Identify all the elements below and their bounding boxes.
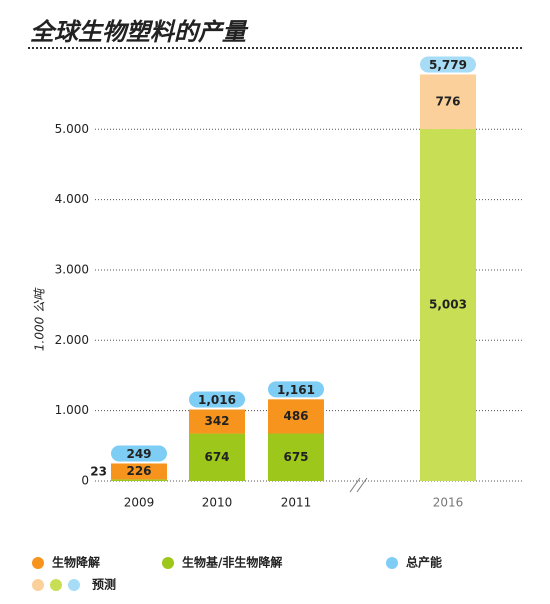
bar-segment <box>189 433 245 481</box>
x-tick-label: 2010 <box>202 496 233 510</box>
y-tick-label: 5.000 <box>55 122 89 136</box>
legend-swatch <box>50 579 62 591</box>
legend-swatch <box>68 579 80 591</box>
legend-label: 预测 <box>92 577 116 592</box>
total-bubble <box>268 381 324 398</box>
segment-label: 486 <box>283 409 308 423</box>
legend-swatch <box>32 579 44 591</box>
axis-break <box>349 477 368 493</box>
y-axis-label: 1.000 公吨 <box>33 287 47 351</box>
total-bubble <box>111 445 167 462</box>
bar-segment <box>189 409 245 434</box>
segment-label: 776 <box>435 94 460 108</box>
total-label: 249 <box>126 447 151 461</box>
segment-label: 342 <box>204 414 229 428</box>
chart-title: 全球生物塑料的产量 <box>30 18 249 46</box>
total-label: 1,016 <box>198 393 236 407</box>
legend-swatch <box>386 557 398 569</box>
legend-swatch <box>32 557 44 569</box>
segment-label: 674 <box>204 450 229 464</box>
y-tick-label: 3.000 <box>55 262 89 276</box>
segment-label: 675 <box>283 450 308 464</box>
bar-segment <box>420 74 476 130</box>
y-tick-label: 1.000 <box>55 403 89 417</box>
bar-segment <box>268 433 324 481</box>
bar-segment <box>111 479 167 481</box>
total-bubble <box>420 56 476 73</box>
total-bubble <box>189 391 245 408</box>
segment-label: 23 <box>90 465 107 479</box>
segment-label: 5,003 <box>429 298 467 312</box>
x-tick-label: 2009 <box>124 496 155 510</box>
segment-label: 226 <box>126 464 151 478</box>
legend-label: 生物降解 <box>52 555 100 570</box>
total-label: 5,779 <box>429 58 467 72</box>
bar-segment <box>268 399 324 434</box>
legend-label: 总产能 <box>406 555 442 570</box>
legend-swatch <box>162 557 174 569</box>
total-label: 1,161 <box>277 383 315 397</box>
y-tick-label: 0 <box>81 474 89 488</box>
bar-segment <box>111 463 167 480</box>
x-tick-label: 2011 <box>281 496 312 510</box>
legend-label: 生物基/非生物降解 <box>182 555 282 570</box>
y-tick-label: 4.000 <box>55 192 89 206</box>
x-tick-label: 2016 <box>433 496 464 510</box>
bar-segment <box>420 129 476 482</box>
y-tick-label: 2.000 <box>55 333 89 347</box>
